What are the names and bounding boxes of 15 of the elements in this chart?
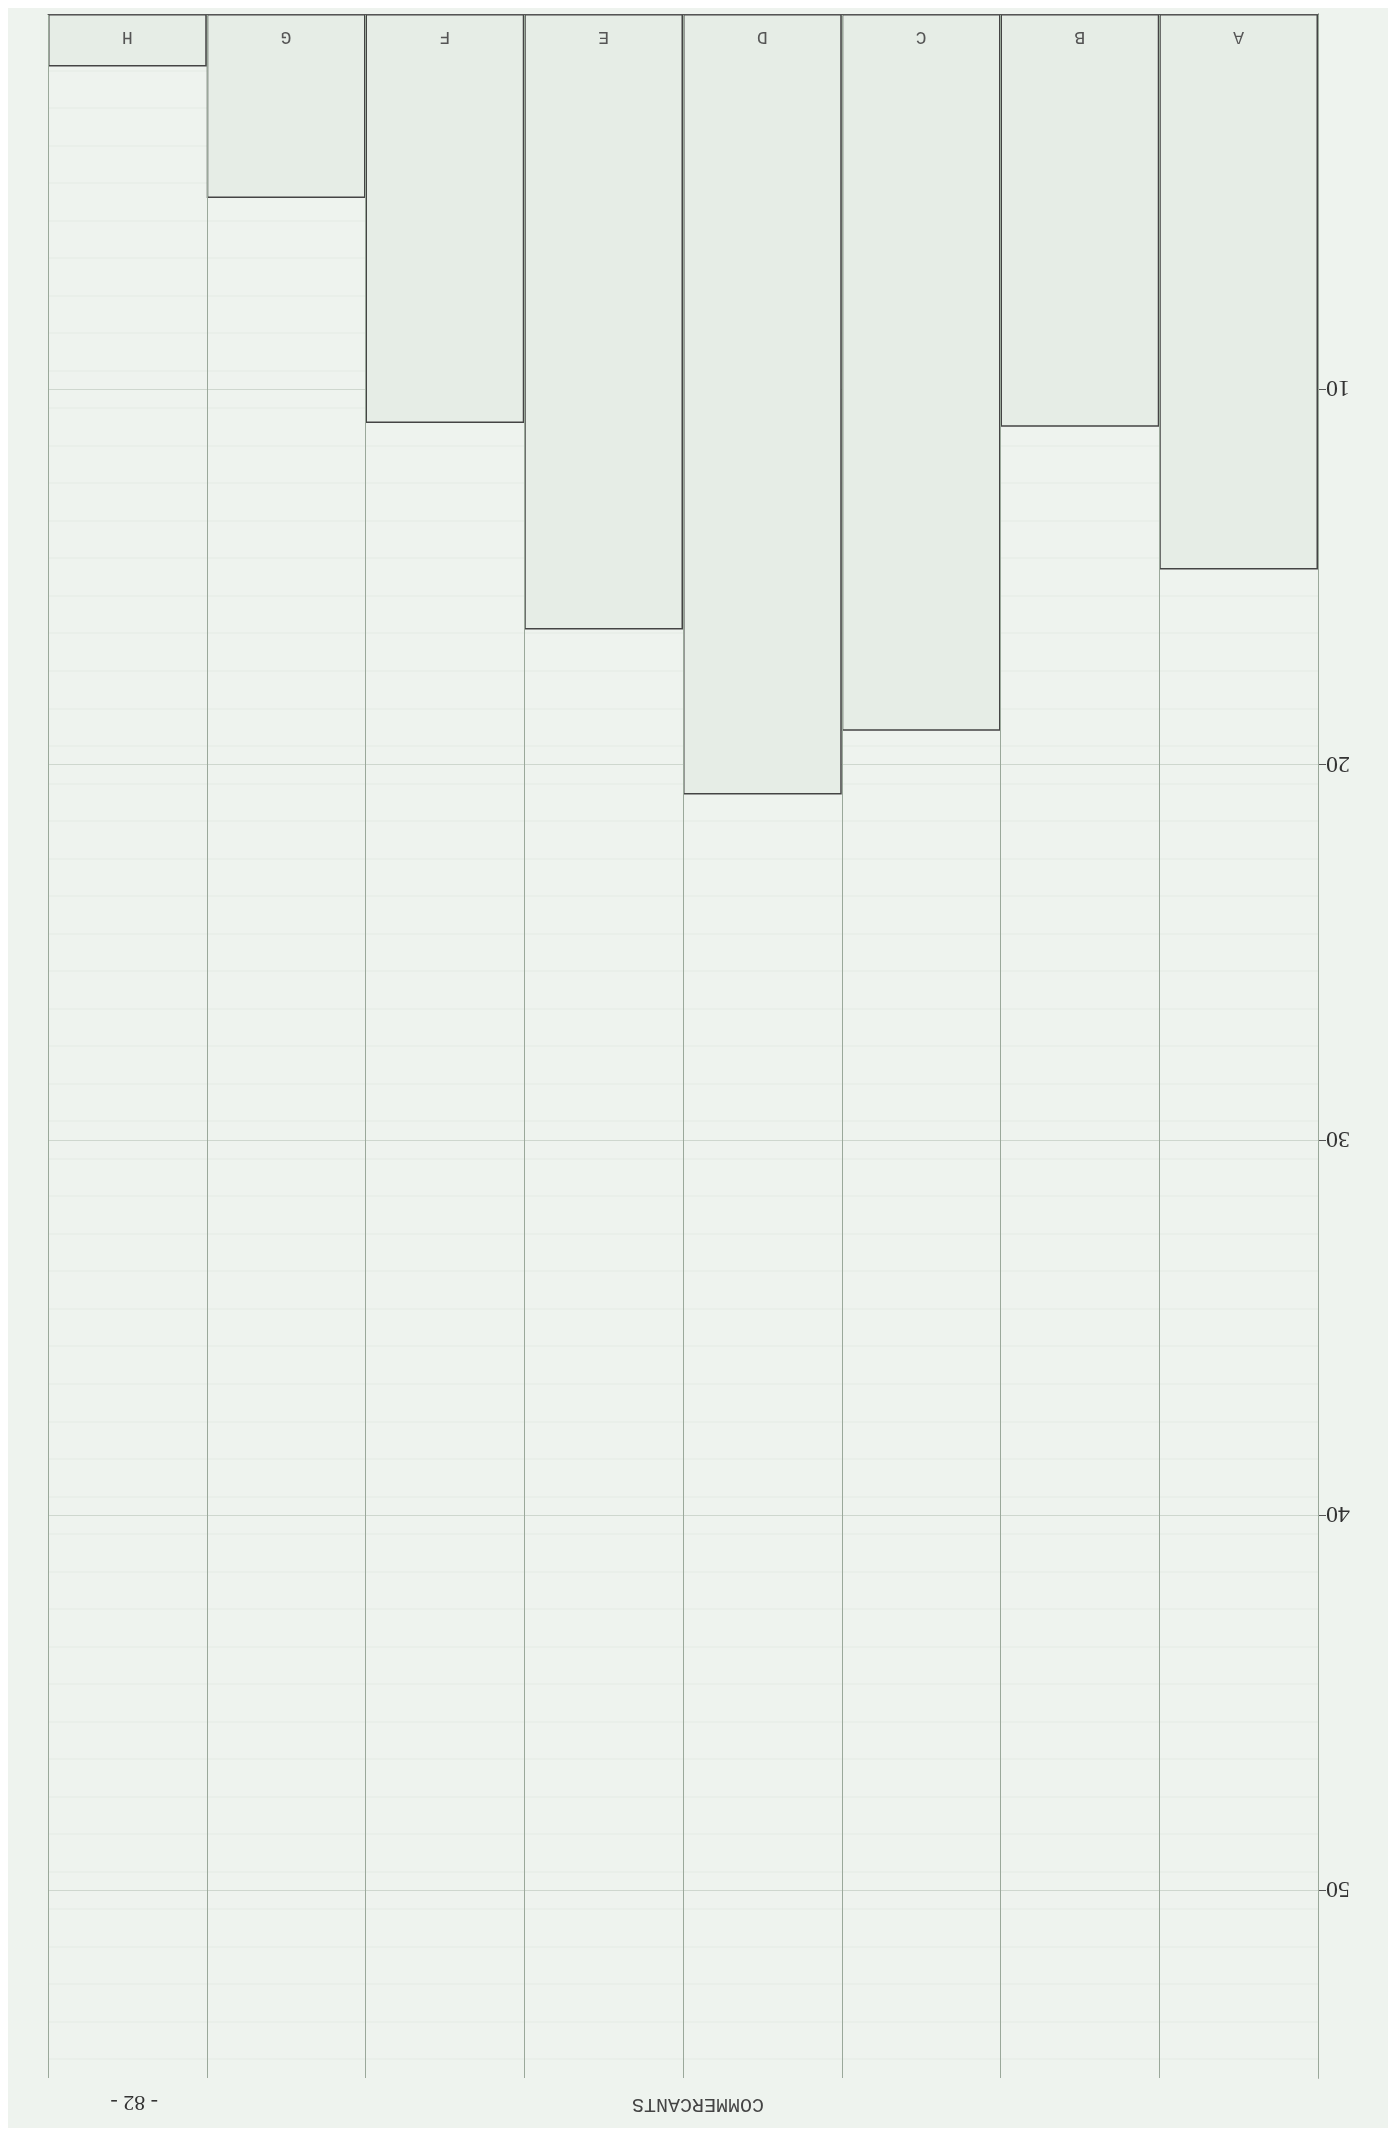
x-tick-label: C [915, 27, 927, 47]
y-tick-label: 10 [1326, 376, 1350, 403]
y-tick-label: 20 [1326, 751, 1350, 778]
x-tick-label: D [756, 27, 768, 47]
x-tick-label: E [598, 27, 610, 47]
x-tick-label: F [439, 27, 451, 47]
y-tick-label: 30 [1326, 1126, 1350, 1153]
text: - 82 - [110, 2090, 158, 2116]
x-tick-label: A [1233, 27, 1245, 47]
x-tick-label: G [280, 27, 292, 47]
y-tick-label: 40 [1326, 1502, 1350, 1529]
x-tick-label: H [121, 27, 133, 47]
y-tick-label: 50 [1326, 1877, 1350, 1904]
x-tick-label: B [1074, 27, 1086, 47]
text: COMMERCANTS [631, 2092, 765, 2116]
